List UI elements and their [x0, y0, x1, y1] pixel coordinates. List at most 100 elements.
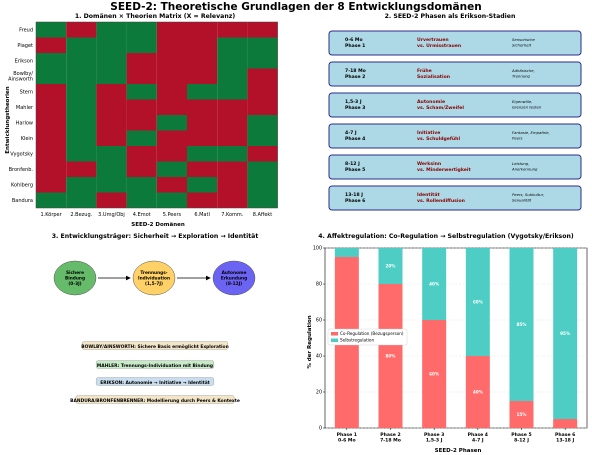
phase-box-bg [328, 30, 582, 56]
bar-ylabel: % der Regulation [307, 315, 313, 368]
phase-number: Phase 4 [345, 136, 365, 142]
heatmap-cell [36, 99, 67, 115]
heatmap-cell [126, 177, 157, 193]
heatmap-xtick-label: 5.Peers [163, 212, 182, 218]
carrier-node-label: Sichere [66, 270, 84, 276]
phase-age: 13-18 J [345, 192, 363, 198]
bar-xlabel: SEED-2 Phasen [435, 448, 482, 454]
phase-crisis: Werksinn [417, 161, 441, 167]
heatmap-cell [126, 99, 157, 115]
heatmap-cell [36, 115, 67, 131]
phase-number: Phase 5 [345, 167, 365, 173]
heatmap-ytick-label: Piaget [17, 43, 33, 49]
heatmap-ytick-label: Klein [21, 136, 33, 142]
heatmap-cell [187, 99, 218, 115]
heatmap-cell [66, 177, 97, 193]
heatmap-cell [247, 22, 278, 38]
heatmap-cell [126, 53, 157, 69]
heatmap-cell [126, 68, 157, 84]
heatmap-cell [217, 99, 248, 115]
heatmap-cell [247, 161, 278, 177]
heatmap-cell [187, 146, 218, 162]
heatmap-cell [36, 130, 67, 146]
heatmap-ytick-label: Bandura [12, 198, 33, 204]
phase-box-bg [328, 185, 582, 211]
heatmap-cell [96, 130, 127, 146]
heatmap-cell [156, 146, 187, 162]
phase-crisis-vs: vs. Schuldgefühl [417, 136, 460, 142]
phase-crisis-vs: vs. Urmisstrauen [417, 43, 461, 49]
bar-xtick-label: Phase 4 [468, 432, 488, 438]
heatmap-cell [247, 37, 278, 53]
heatmap-cell [96, 146, 127, 162]
phase-desc: Leistung, [512, 161, 529, 166]
phase-age: 8-12 J [345, 161, 360, 167]
heatmap-cell [36, 146, 67, 162]
heatmap-cell [156, 22, 187, 38]
heatmap-cell [217, 84, 248, 100]
heatmap-cell [126, 84, 157, 100]
bar-ytick-label: 80 [316, 282, 322, 288]
heatmap-cell [126, 22, 157, 38]
heatmap-cell [247, 68, 278, 84]
heatmap-ytick-label: Bowlby/Ainsworth [8, 71, 33, 83]
heatmap-cell [187, 130, 218, 146]
bar-data-label: 40% [429, 282, 440, 287]
carrier-note-bg [75, 395, 235, 404]
phase-desc: Adhäsische, [511, 68, 535, 73]
heatmap-cell [217, 130, 248, 146]
heatmap-cell [217, 161, 248, 177]
heatmap-ytick-label: Erikson [15, 59, 33, 65]
heatmap-cell [66, 53, 97, 69]
carrier-note-bg [81, 341, 229, 350]
carrier-node: Trennungs-Individuation(1,5-7J) [132, 260, 176, 296]
heatmap-title: 1. Domänen × Theorien Matrix (X = Releva… [74, 13, 236, 20]
bar-co-regulation [509, 401, 534, 428]
bar-data-label: 40% [473, 390, 484, 395]
bar-chart-title: 4. Affektregulation: Co-Regulation → Sel… [318, 233, 574, 240]
heatmap-cell [126, 115, 157, 131]
phase-crisis-vs: Sozialisation [417, 74, 450, 80]
phase-desc: Fantasie, Empathie, [512, 130, 550, 135]
heatmap-cell [36, 68, 67, 84]
heatmap-cell [96, 84, 127, 100]
heatmap-cell [187, 22, 218, 38]
bar-xtick-label: Phase 1 [337, 432, 357, 438]
heatmap-cell [96, 37, 127, 53]
heatmap-cell [96, 99, 127, 115]
phase-crisis: Frühe [417, 68, 432, 74]
heatmap-ytick-label: Harlow [16, 121, 33, 127]
heatmap-ytick-label: Kohlberg [11, 183, 33, 189]
heatmap-xtick-label: 4.Emot [133, 212, 151, 218]
carrier-note: BANDURA/BRONFENBRENNER: Modellierung dur… [70, 395, 240, 404]
heatmap-cell [156, 53, 187, 69]
bar-legend-box [327, 328, 408, 346]
legend-swatch-self-regulation [331, 338, 338, 342]
heatmap-cell [36, 84, 67, 100]
heatmap-cell [96, 192, 127, 208]
legend-label-self-regulation: Selbstregulation [340, 338, 374, 343]
bar-xtick-label: Phase 5 [511, 432, 531, 438]
heatmap-cell [36, 161, 67, 177]
phase-desc: Peers, Subkultur, [512, 192, 544, 197]
carrier-note-text: MAHLER: Trennungs-Individuation mit Bind… [97, 363, 213, 369]
phase-crisis: Identität [417, 192, 440, 198]
legend-swatch-co-regulation [331, 332, 338, 336]
phase-age: 0-6 Mo [345, 37, 363, 43]
heatmap-cell [187, 53, 218, 69]
carrier-node-age: (1,5-7J) [145, 281, 163, 287]
phase-crisis: Urvertrauen [417, 37, 449, 43]
heatmap-cell [126, 146, 157, 162]
carrier-node-label: Autonome [222, 270, 247, 276]
bar-chart: 0 20 40 60 80 100 Phase 10-6 Mo Phase 27-18 Mo P… [307, 246, 588, 454]
bar-xtick-sublabel: 7-18 Mo [380, 438, 401, 444]
bar-xtick-sublabel: 1,5-3 J [426, 438, 443, 444]
bar-xtick-sublabel: 13-18 J [556, 438, 574, 444]
heatmap-xlabel: SEED-2 Domänen [131, 222, 185, 228]
